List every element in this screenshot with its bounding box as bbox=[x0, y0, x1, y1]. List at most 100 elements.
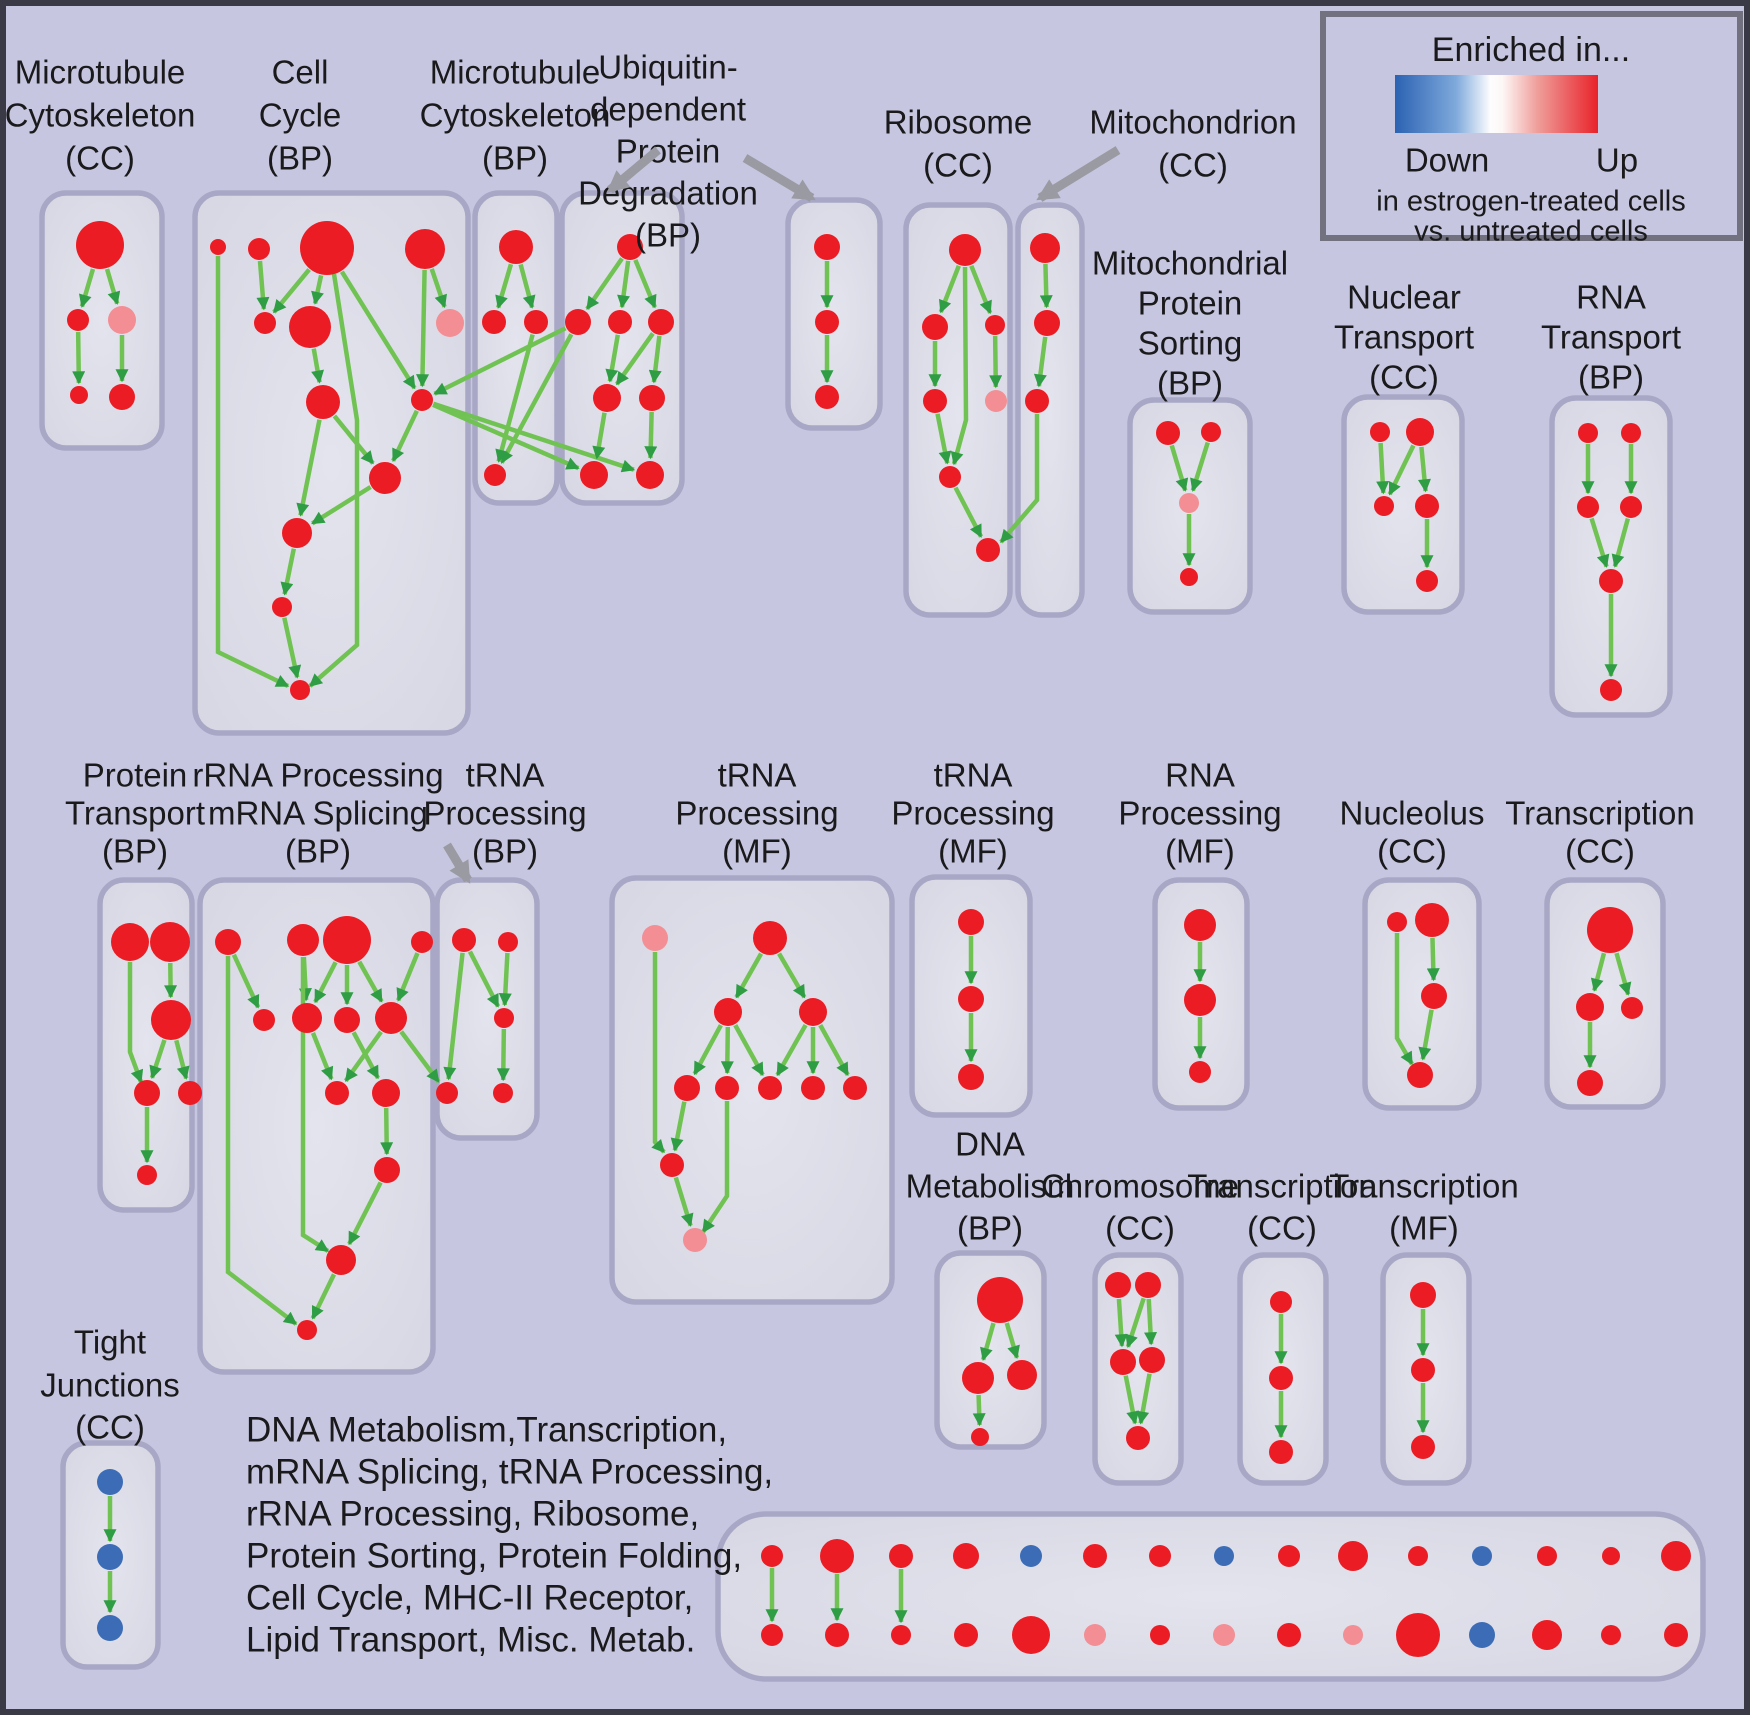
go-term-node-x4b-red bbox=[954, 1623, 978, 1647]
group-box-L bbox=[197, 877, 436, 1375]
go-term-node-l9-red bbox=[325, 1081, 349, 1105]
relation-edge-a2-a4 bbox=[72, 331, 86, 385]
group-label-ubiquitin-dependent-protein-degradation-bp-line4: Degradation bbox=[578, 175, 758, 212]
go-term-node-l6-red bbox=[292, 1003, 322, 1033]
go-term-node-x5t-blue bbox=[1020, 1545, 1042, 1567]
relation-edge-d3-d5 bbox=[605, 334, 621, 383]
go-term-node-x14t-red bbox=[1602, 1547, 1620, 1565]
go-term-node-g2-red bbox=[1034, 310, 1060, 336]
relation-edge-q1-q4 bbox=[1394, 933, 1414, 1066]
relation-edge-f3-f5 bbox=[989, 335, 1003, 389]
group-label-protein-transport-bp-line1: Protein bbox=[83, 757, 188, 794]
relation-edge-t2-t4 bbox=[1144, 1298, 1158, 1346]
go-term-node-l11-red bbox=[374, 1157, 400, 1183]
group-box-I bbox=[1341, 394, 1465, 615]
relation-edge-k3-k4 bbox=[149, 1039, 167, 1080]
group-label-ribosome-cc-line2: (CC) bbox=[923, 147, 993, 184]
relation-edge-n2-n4 bbox=[777, 952, 807, 999]
relation-edge-c1-c2 bbox=[495, 263, 514, 309]
go-term-node-x5b-red bbox=[1012, 1616, 1050, 1654]
go-term-node-t4-red bbox=[1139, 1347, 1165, 1373]
relation-edge-n4-n7 bbox=[775, 1023, 808, 1077]
go-term-node-l13-red bbox=[297, 1320, 317, 1340]
go-term-node-m4-red bbox=[436, 1082, 458, 1104]
group-label-nuclear-transport-cc-line1: Nuclear bbox=[1347, 279, 1461, 316]
go-term-node-l8-red bbox=[375, 1002, 407, 1034]
go-term-node-x10b-pink bbox=[1343, 1625, 1363, 1645]
go-term-node-h2-red bbox=[1201, 422, 1221, 442]
group-label-trna-processing-mf-2-line3: (MF) bbox=[938, 833, 1008, 870]
group-label-nucleolus-cc-line2: (CC) bbox=[1377, 833, 1447, 870]
go-term-node-e2-red bbox=[815, 310, 839, 334]
group-label-trna-processing-bp-line2: Processing bbox=[423, 795, 586, 832]
relation-edge-t4-t5 bbox=[1136, 1373, 1152, 1425]
go-term-node-p1-red bbox=[1184, 909, 1216, 941]
go-term-node-j5-red bbox=[1599, 569, 1623, 593]
go-term-node-g3-red bbox=[1025, 389, 1049, 413]
go-term-node-n9-red bbox=[843, 1076, 867, 1100]
relation-edge-n10-n11 bbox=[673, 1176, 694, 1227]
go-term-node-f5-pink bbox=[985, 390, 1007, 412]
group-label-mitochondrial-protein-sorting-bp-line2: Protein bbox=[1138, 285, 1243, 322]
go-term-node-l5-red bbox=[253, 1009, 275, 1031]
go-term-node-f4-red bbox=[923, 389, 947, 413]
go-term-node-w2-blue bbox=[97, 1544, 123, 1570]
go-term-node-t5-red bbox=[1126, 1426, 1150, 1450]
relation-edge-d1-d3 bbox=[617, 260, 631, 309]
group-label-ubiquitin-dependent-protein-degradation-bp-line3: Protein bbox=[616, 133, 721, 170]
relation-edge-i2-i4 bbox=[1418, 446, 1431, 493]
go-term-node-x2b-red bbox=[825, 1623, 849, 1647]
relation-edge-n3-n6 bbox=[720, 1026, 734, 1075]
group-label-rrna-processing-mrna-splicing-bp-line1: rRNA Processing bbox=[192, 757, 443, 794]
relation-edge-b4-b7 bbox=[429, 268, 447, 309]
group-label-rna-transport-bp-line2: Transport bbox=[1541, 319, 1681, 356]
relation-edge-m1-m3 bbox=[467, 950, 501, 1008]
go-term-node-a2-red bbox=[67, 309, 89, 331]
group-label-trna-processing-mf-1-line3: (MF) bbox=[722, 833, 792, 870]
go-term-node-f7-red bbox=[976, 538, 1000, 562]
relation-edge-h2-h3 bbox=[1190, 441, 1210, 492]
group-label-ribosome-cc-line1: Ribosome bbox=[884, 104, 1033, 141]
go-term-node-x3b-red bbox=[891, 1625, 911, 1645]
group-box-A bbox=[39, 190, 165, 451]
note-line-1: DNA Metabolism,Transcription, bbox=[246, 1410, 727, 1449]
relation-edge-l2-l12 bbox=[300, 957, 330, 1253]
group-label-rna-transport-bp-line3: (BP) bbox=[1578, 359, 1644, 396]
go-term-node-l2-red bbox=[287, 924, 319, 956]
go-term-node-n7-red bbox=[758, 1076, 782, 1100]
go-term-node-x8b-pink bbox=[1213, 1624, 1235, 1646]
relation-edge-d4-d5 bbox=[615, 332, 655, 386]
relation-edge-b6-b8 bbox=[311, 348, 324, 384]
go-term-node-s1-red bbox=[977, 1277, 1023, 1323]
relation-edge-b3-b6 bbox=[311, 274, 324, 305]
go-term-node-h4-red bbox=[1180, 568, 1198, 586]
relation-edge-b8-b11 bbox=[296, 419, 322, 517]
group-label-rna-processing-mf-line3: (MF) bbox=[1165, 833, 1235, 870]
go-term-node-t2-red bbox=[1135, 1272, 1161, 1298]
relation-edge-b10-b11 bbox=[311, 485, 372, 526]
relation-edge-l10-l11 bbox=[380, 1107, 394, 1156]
go-term-node-m3-red bbox=[494, 1008, 514, 1028]
go-term-node-d5-red bbox=[593, 384, 621, 412]
go-term-node-b11-red bbox=[282, 518, 312, 548]
relation-edge-t1-t3 bbox=[1114, 1298, 1128, 1348]
go-term-node-w3-blue bbox=[97, 1615, 123, 1641]
go-term-node-i5-red bbox=[1416, 570, 1438, 592]
relation-edge-d2-c4 bbox=[499, 333, 574, 464]
relation-edge-l3-l6 bbox=[313, 961, 338, 1004]
go-term-node-l10-red bbox=[372, 1079, 400, 1107]
go-term-node-d2-red bbox=[565, 309, 591, 335]
go-term-node-g1-red bbox=[1030, 233, 1060, 263]
go-term-node-x11t-red bbox=[1408, 1546, 1428, 1566]
label-pointer-arrow-trna-bp-to-box bbox=[443, 842, 472, 884]
relation-edge-g2-g3 bbox=[1033, 336, 1048, 388]
go-term-node-x4t-red bbox=[953, 1543, 979, 1569]
go-term-node-l4-red bbox=[411, 931, 433, 953]
go-term-node-v1-red bbox=[1410, 1282, 1436, 1308]
group-label-rrna-processing-mrna-splicing-bp-line2: mRNA Splicing bbox=[208, 795, 428, 832]
go-term-node-d7-red bbox=[580, 461, 608, 489]
relation-edge-c1-c3 bbox=[518, 263, 536, 309]
group-label-ubiquitin-dependent-protein-degradation-bp-line5: (BP) bbox=[635, 217, 701, 254]
note-line-6: Lipid Transport, Misc. Metab. bbox=[246, 1620, 695, 1659]
group-box-G bbox=[1015, 202, 1085, 618]
